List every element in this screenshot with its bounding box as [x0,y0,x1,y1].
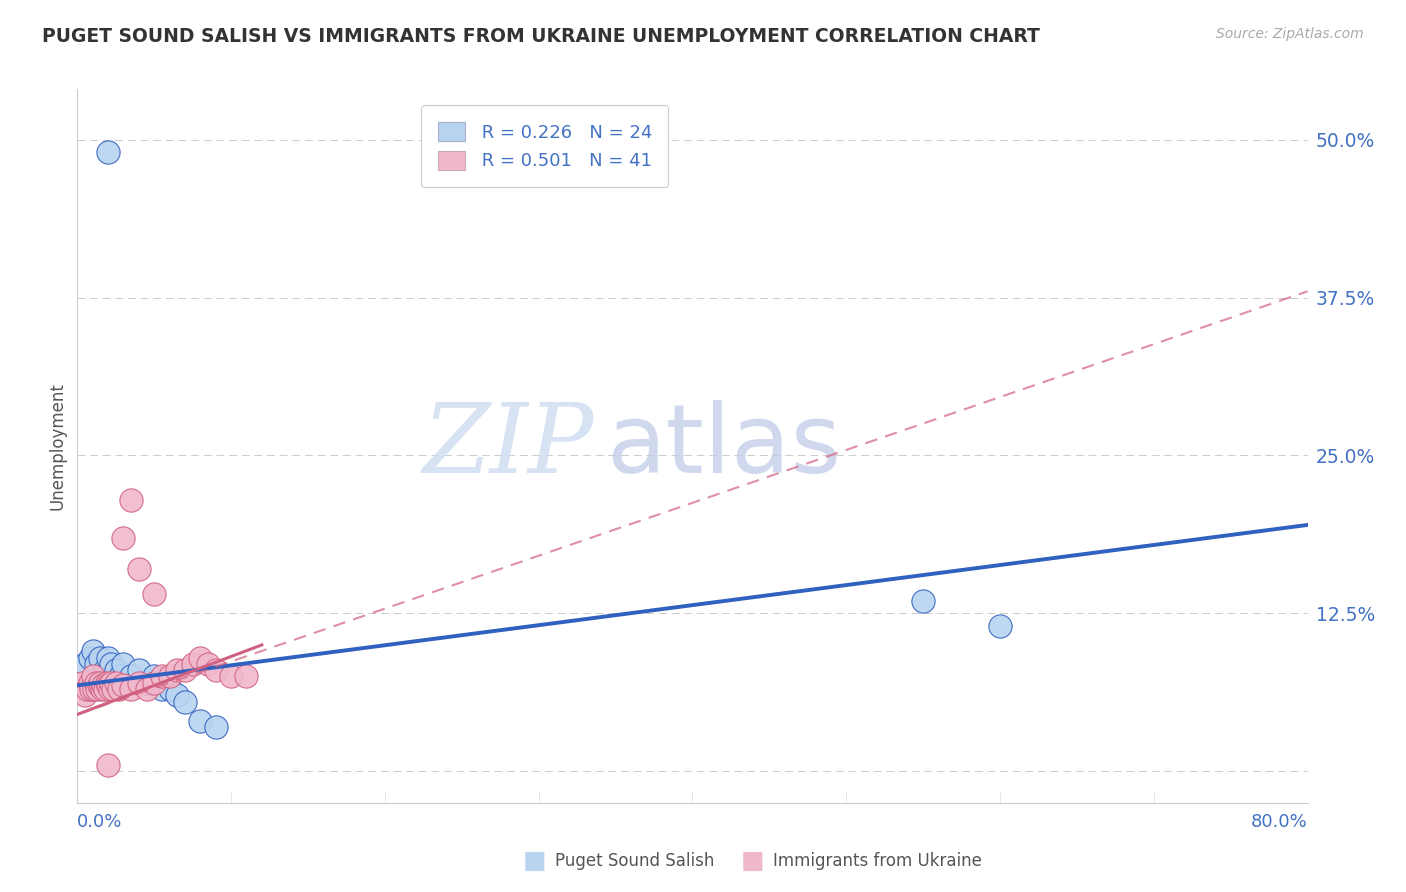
Point [97,650,120,665]
Point [76,682,98,697]
Point [143,675,166,690]
Point [128,675,150,690]
Text: ■: ■ [523,849,546,872]
Point [96,675,118,690]
Point [135,675,157,690]
Point [159,682,181,697]
Point [100,657,122,671]
Point [143,587,166,601]
Point [89,650,111,665]
Point [94,682,117,697]
Point [988,619,1011,633]
Text: Immigrants from Ukraine: Immigrants from Ukraine [773,852,983,870]
Point [82,669,104,683]
Text: ZIP: ZIP [423,399,595,493]
Point [87,678,110,692]
Text: atlas: atlas [606,400,841,492]
Point [235,669,257,683]
Point [112,531,135,545]
Y-axis label: Unemployment: Unemployment [48,382,66,510]
Point [912,593,935,607]
Point [204,663,226,677]
Text: 0.0%: 0.0% [77,813,122,831]
Point [112,678,135,692]
Point [128,663,150,677]
Point [94,663,117,677]
Point [101,682,124,697]
Point [188,714,212,728]
Point [70,675,93,690]
Text: 80.0%: 80.0% [1251,813,1308,831]
Point [84,675,107,690]
Point [90,682,114,697]
Point [204,720,226,734]
Point [89,675,111,690]
Text: ■: ■ [741,849,763,872]
Point [166,663,188,677]
Legend:  R = 0.226   N = 24,  R = 0.501   N = 41: R = 0.226 N = 24, R = 0.501 N = 41 [422,105,668,186]
Point [104,675,127,690]
Point [174,663,197,677]
Point [84,657,107,671]
Point [73,689,96,703]
Point [97,145,120,160]
Point [181,657,204,671]
Point [83,682,105,697]
Point [108,682,131,697]
Point [150,669,173,683]
Point [73,657,96,671]
Point [120,682,142,697]
Point [219,669,242,683]
Point [79,650,101,665]
Point [197,657,219,671]
Point [150,682,173,697]
Point [82,644,104,658]
Point [166,689,188,703]
Text: PUGET SOUND SALISH VS IMMIGRANTS FROM UKRAINE UNEMPLOYMENT CORRELATION CHART: PUGET SOUND SALISH VS IMMIGRANTS FROM UK… [42,27,1040,45]
Point [112,657,135,671]
Point [93,678,115,692]
Point [97,678,120,692]
Point [143,669,166,683]
Text: Source: ZipAtlas.com: Source: ZipAtlas.com [1216,27,1364,41]
Point [128,562,150,576]
Point [110,669,132,683]
Point [104,663,127,677]
Point [79,675,101,690]
Text: Puget Sound Salish: Puget Sound Salish [555,852,714,870]
Point [80,682,103,697]
Point [100,675,122,690]
Point [98,682,121,697]
Point [174,695,197,709]
Point [135,682,157,697]
Point [159,669,181,683]
Point [120,669,142,683]
Point [86,682,108,697]
Point [188,650,212,665]
Point [120,492,142,507]
Point [97,758,120,772]
